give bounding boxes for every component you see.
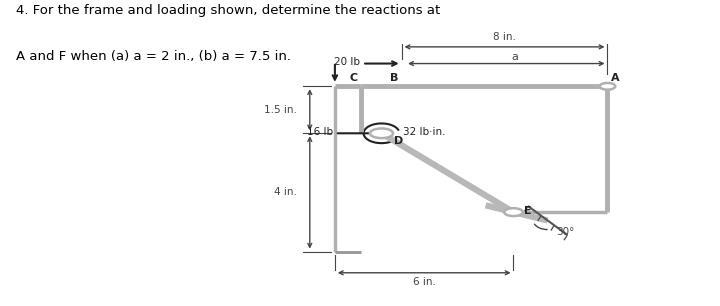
Text: 1.5 in.: 1.5 in. — [264, 105, 297, 115]
Text: C: C — [350, 73, 358, 83]
Text: a: a — [512, 52, 518, 62]
Text: 4 in.: 4 in. — [274, 187, 297, 197]
Text: 16 lb: 16 lb — [307, 127, 333, 137]
Text: 32 lb·in.: 32 lb·in. — [403, 127, 446, 137]
Text: D: D — [395, 136, 404, 146]
Text: A: A — [611, 73, 620, 83]
Circle shape — [370, 129, 393, 138]
Text: 4. For the frame and loading shown, determine the reactions at: 4. For the frame and loading shown, dete… — [16, 4, 440, 17]
Circle shape — [504, 208, 523, 216]
Text: B: B — [390, 73, 398, 83]
Circle shape — [600, 83, 616, 90]
Text: A and F when (a) a = 2 in., (b) a = 7.5 in.: A and F when (a) a = 2 in., (b) a = 7.5 … — [16, 50, 291, 63]
Text: 6 in.: 6 in. — [413, 277, 436, 287]
Text: 8 in.: 8 in. — [493, 32, 516, 42]
Text: 20 lb: 20 lb — [334, 57, 360, 67]
Text: E: E — [523, 206, 531, 216]
Text: 30°: 30° — [557, 227, 575, 237]
